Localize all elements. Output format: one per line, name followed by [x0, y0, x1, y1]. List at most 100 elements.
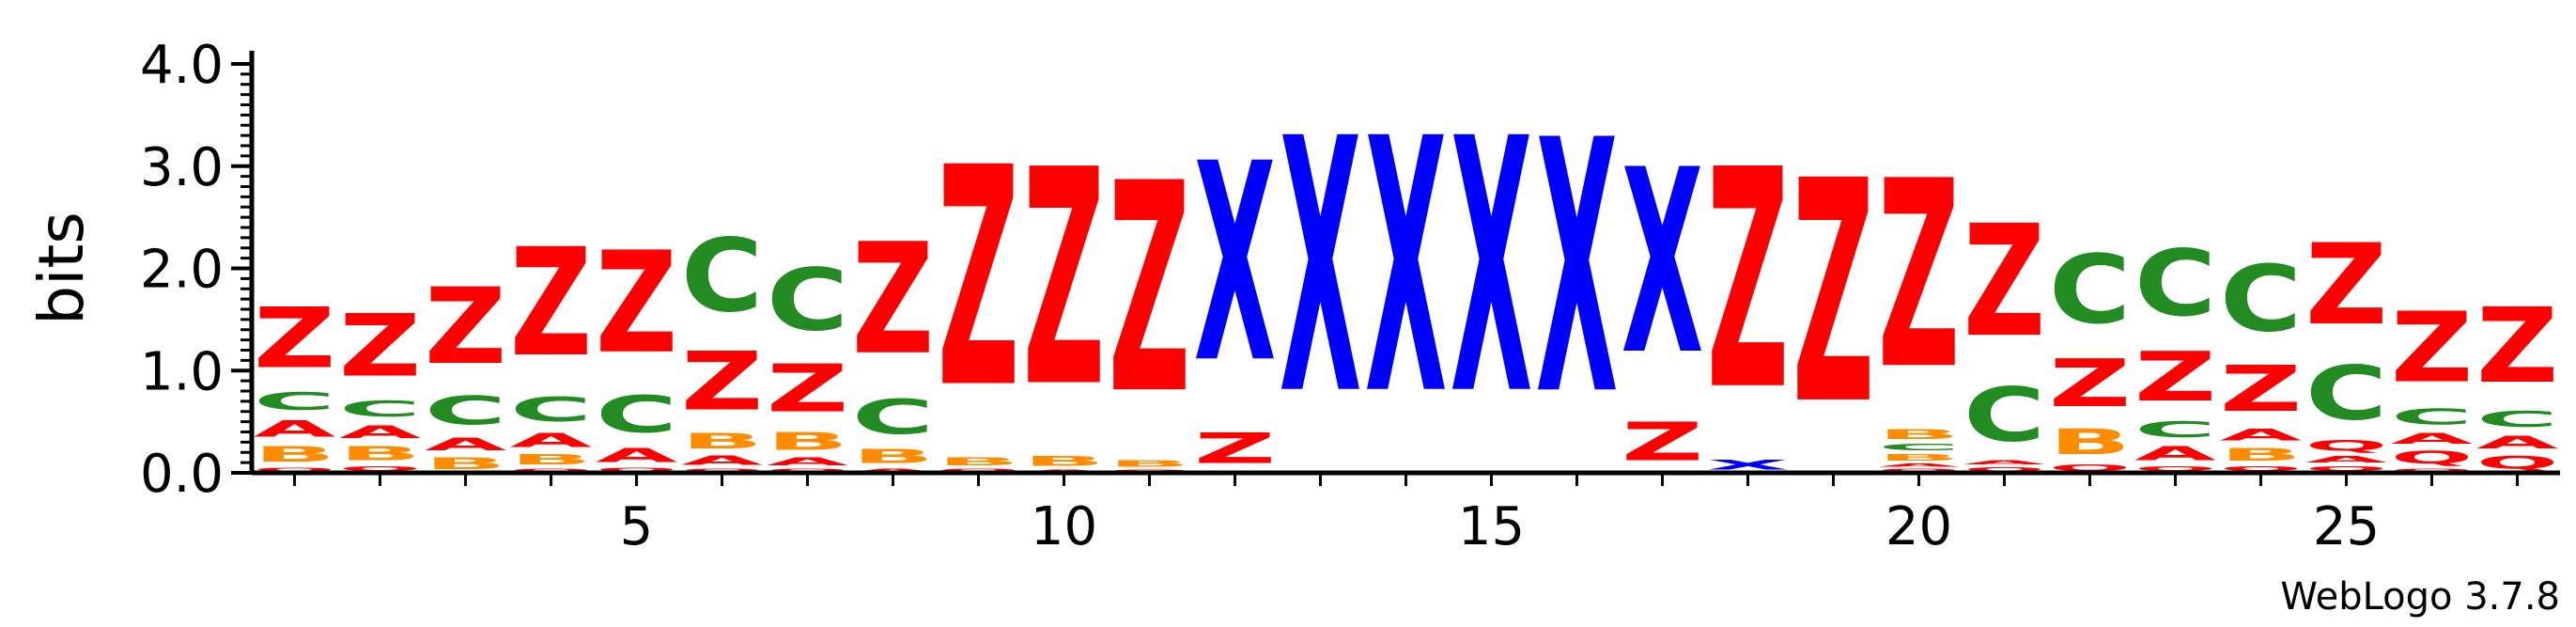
- glyph-x: X: [1451, 65, 1532, 472]
- glyph-x: X: [1194, 105, 1276, 422]
- x-axis-ticks: 5 10 15 20 25: [293, 473, 2519, 557]
- glyph-a: A: [1963, 459, 2046, 466]
- x-tick-label: 25: [2313, 496, 2380, 557]
- glyph-q: Q: [767, 468, 848, 473]
- glyph-b: B: [2220, 445, 2302, 465]
- glyph-q: Q: [2391, 468, 2473, 473]
- glyph-x: X: [1280, 65, 1361, 472]
- glyph-q: Q: [2220, 464, 2302, 473]
- glyph-a: A: [2134, 443, 2217, 465]
- x-tick-label: 5: [620, 496, 654, 557]
- weblogo-credit: WebLogo 3.7.8: [2280, 575, 2560, 619]
- y-tick-label: 3.0: [140, 137, 224, 198]
- glyph-z: Z: [1792, 116, 1874, 472]
- glyph-z: Z: [2049, 346, 2131, 422]
- glyph-z: Z: [2391, 292, 2473, 404]
- glyph-z: Z: [1023, 107, 1105, 452]
- glyph-b: B: [254, 443, 335, 467]
- glyph-b: B: [1878, 427, 1960, 442]
- y-tick-label: 2.0: [140, 240, 224, 301]
- glyph-b: B: [938, 456, 1019, 468]
- glyph-c: C: [2134, 229, 2216, 337]
- glyph-a: A: [852, 468, 935, 473]
- glyph-q: Q: [2305, 464, 2387, 473]
- glyph-b: B: [339, 443, 421, 465]
- glyph-z: Z: [254, 290, 335, 387]
- glyph-z: Z: [1707, 106, 1789, 457]
- glyph-z: Z: [596, 221, 677, 384]
- glyph-z: Z: [852, 211, 934, 389]
- glyph-z: Z: [1622, 413, 1703, 474]
- glyph-a: A: [254, 415, 335, 442]
- x-tick-label: 20: [1885, 496, 1952, 557]
- glyph-b: B: [1878, 452, 1960, 462]
- glyph-b: B: [2049, 422, 2131, 462]
- glyph-b: B: [510, 451, 592, 467]
- glyph-a: A: [2391, 431, 2473, 447]
- glyph-c: C: [1963, 371, 2045, 458]
- glyph-c: C: [2049, 235, 2131, 345]
- glyph-a: A: [1878, 462, 1961, 467]
- glyph-c: C: [2220, 245, 2302, 353]
- glyph-c: C: [2476, 407, 2558, 432]
- glyph-c: C: [2391, 404, 2473, 430]
- glyph-a: A: [2305, 454, 2387, 464]
- glyph-q: Q: [510, 468, 592, 473]
- glyph-b: B: [681, 429, 763, 453]
- logo-stacks: QBACZQBACZBACZQBACZQACZQABZCQABZCABCZQBZ…: [254, 65, 2559, 473]
- glyph-c: C: [596, 384, 677, 444]
- glyph-q: Q: [2049, 462, 2131, 473]
- glyph-z: Z: [2476, 287, 2558, 407]
- glyph-x: X: [1622, 116, 1703, 411]
- glyph-q: Q: [596, 467, 677, 474]
- glyph-z: Z: [2305, 221, 2387, 351]
- glyph-a: A: [2476, 432, 2559, 453]
- glyph-a: A: [596, 445, 678, 467]
- glyph-c: C: [425, 388, 506, 434]
- glyph-c: C: [2134, 416, 2216, 442]
- y-tick-label: 0.0: [140, 444, 224, 505]
- glyph-b: B: [1109, 459, 1190, 469]
- glyph-a: A: [339, 422, 422, 443]
- glyph-a: A: [510, 430, 593, 452]
- glyph-a: A: [2220, 426, 2303, 444]
- glyph-c: C: [852, 389, 934, 446]
- glyph-z: Z: [938, 104, 1019, 455]
- glyph-z: Z: [1878, 125, 1960, 426]
- glyph-c: C: [681, 217, 763, 335]
- glyph-b: B: [425, 455, 506, 473]
- glyph-c: C: [254, 387, 335, 415]
- glyph-z: Z: [681, 335, 763, 429]
- glyph-q: Q: [2476, 452, 2558, 473]
- glyph-q: Q: [1878, 468, 1960, 473]
- glyph-q: Q: [938, 468, 1019, 473]
- glyph-z: Z: [2220, 353, 2302, 426]
- glyph-c: C: [2305, 350, 2387, 436]
- x-tick-label: 15: [1458, 496, 1525, 557]
- glyph-q: Q: [2391, 447, 2473, 468]
- glyph-x: X: [1536, 67, 1618, 472]
- y-axis-ticks: 0.0 1.0 2.0 3.0 4.0: [140, 35, 252, 505]
- glyph-z: Z: [510, 218, 592, 390]
- glyph-z: Z: [339, 297, 421, 397]
- glyph-c: C: [339, 397, 421, 422]
- glyph-b: B: [852, 446, 934, 468]
- y-tick-label: 4.0: [140, 35, 224, 96]
- glyph-z: Z: [1194, 425, 1276, 474]
- glyph-b: B: [1023, 453, 1105, 468]
- glyph-c: C: [767, 250, 848, 350]
- glyph-q: Q: [681, 468, 763, 473]
- y-axis-title: bits: [25, 212, 98, 325]
- glyph-a: A: [425, 434, 507, 455]
- glyph-z: Z: [425, 266, 506, 388]
- glyph-a: A: [681, 453, 763, 467]
- y-tick-label: 1.0: [140, 341, 224, 402]
- glyph-z: Z: [2134, 337, 2216, 416]
- glyph-q: Q: [339, 464, 421, 473]
- glyph-x: X: [1365, 65, 1447, 472]
- glyph-z: Z: [1963, 193, 2045, 371]
- glyph-x: X: [1707, 458, 1789, 473]
- glyph-q: Q: [254, 467, 335, 474]
- glyph-a: A: [767, 456, 848, 468]
